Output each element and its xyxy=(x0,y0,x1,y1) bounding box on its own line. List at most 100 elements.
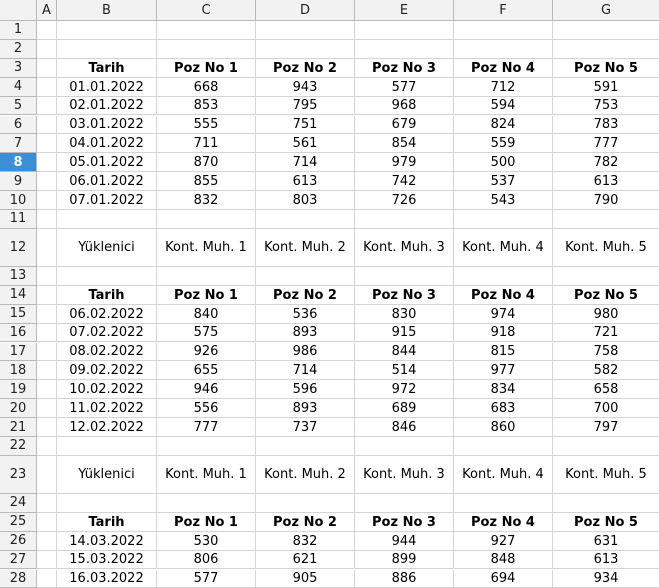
cell-A21[interactable] xyxy=(37,418,57,437)
cell-B13[interactable] xyxy=(57,267,157,286)
cell-D2[interactable] xyxy=(256,40,355,59)
cell-A1[interactable] xyxy=(37,21,57,40)
cell-E21[interactable]: 846 xyxy=(355,418,454,437)
cell-G14[interactable]: Poz No 5 xyxy=(553,286,659,305)
cell-G11[interactable] xyxy=(553,210,659,229)
cell-A13[interactable] xyxy=(37,267,57,286)
cell-D16[interactable]: 893 xyxy=(256,324,355,343)
cell-E18[interactable]: 514 xyxy=(355,361,454,380)
cell-F13[interactable] xyxy=(454,267,553,286)
cell-C3[interactable]: Poz No 1 xyxy=(157,59,256,78)
cell-G22[interactable] xyxy=(553,437,659,456)
cell-C10[interactable]: 832 xyxy=(157,191,256,210)
cell-E22[interactable] xyxy=(355,437,454,456)
cell-D8[interactable]: 714 xyxy=(256,153,355,172)
cell-B14[interactable]: Tarih xyxy=(57,286,157,305)
cell-B7[interactable]: 04.01.2022 xyxy=(57,134,157,153)
cell-C27[interactable]: 806 xyxy=(157,551,256,570)
cell-B4[interactable]: 01.01.2022 xyxy=(57,78,157,97)
cell-B21[interactable]: 12.02.2022 xyxy=(57,418,157,437)
cell-D3[interactable]: Poz No 2 xyxy=(256,59,355,78)
cell-F14[interactable]: Poz No 4 xyxy=(454,286,553,305)
cell-F9[interactable]: 537 xyxy=(454,172,553,191)
cell-E13[interactable] xyxy=(355,267,454,286)
cell-G19[interactable]: 658 xyxy=(553,380,659,399)
cell-E27[interactable]: 899 xyxy=(355,551,454,570)
cell-E17[interactable]: 844 xyxy=(355,343,454,362)
cell-G23[interactable]: Kont. Muh. 5 xyxy=(553,456,659,494)
row-header-22[interactable]: 22 xyxy=(0,437,37,456)
cell-E20[interactable]: 689 xyxy=(355,399,454,418)
cell-E2[interactable] xyxy=(355,40,454,59)
cell-E7[interactable]: 854 xyxy=(355,134,454,153)
cell-A11[interactable] xyxy=(37,210,57,229)
row-header-9[interactable]: 9 xyxy=(0,172,37,191)
cell-E9[interactable]: 742 xyxy=(355,172,454,191)
cell-D6[interactable]: 751 xyxy=(256,116,355,135)
cell-F15[interactable]: 974 xyxy=(454,305,553,324)
cell-C6[interactable]: 555 xyxy=(157,116,256,135)
cell-D14[interactable]: Poz No 2 xyxy=(256,286,355,305)
cell-A23[interactable] xyxy=(37,456,57,494)
row-header-27[interactable]: 27 xyxy=(0,551,37,570)
cell-C5[interactable]: 853 xyxy=(157,97,256,116)
cell-G21[interactable]: 797 xyxy=(553,418,659,437)
cell-E25[interactable]: Poz No 3 xyxy=(355,513,454,532)
cell-G25[interactable]: Poz No 5 xyxy=(553,513,659,532)
cell-B23[interactable]: Yüklenici xyxy=(57,456,157,494)
cell-C2[interactable] xyxy=(157,40,256,59)
cell-E3[interactable]: Poz No 3 xyxy=(355,59,454,78)
cell-A18[interactable] xyxy=(37,361,57,380)
cell-A22[interactable] xyxy=(37,437,57,456)
cell-F23[interactable]: Kont. Muh. 4 xyxy=(454,456,553,494)
cell-G5[interactable]: 753 xyxy=(553,97,659,116)
cell-C15[interactable]: 840 xyxy=(157,305,256,324)
cell-F5[interactable]: 594 xyxy=(454,97,553,116)
row-header-4[interactable]: 4 xyxy=(0,78,37,97)
cell-G12[interactable]: Kont. Muh. 5 xyxy=(553,229,659,267)
cell-A28[interactable] xyxy=(37,570,57,588)
cell-B20[interactable]: 11.02.2022 xyxy=(57,399,157,418)
cell-A8[interactable] xyxy=(37,153,57,172)
cell-F20[interactable]: 683 xyxy=(454,399,553,418)
cell-D21[interactable]: 737 xyxy=(256,418,355,437)
row-header-19[interactable]: 19 xyxy=(0,380,37,399)
cell-F25[interactable]: Poz No 4 xyxy=(454,513,553,532)
row-header-28[interactable]: 28 xyxy=(0,570,37,588)
cell-E23[interactable]: Kont. Muh. 3 xyxy=(355,456,454,494)
cell-G18[interactable]: 582 xyxy=(553,361,659,380)
cell-C24[interactable] xyxy=(157,494,256,513)
column-header-B[interactable]: B xyxy=(57,0,157,21)
cell-B28[interactable]: 16.03.2022 xyxy=(57,570,157,588)
cell-F4[interactable]: 712 xyxy=(454,78,553,97)
cell-F18[interactable]: 977 xyxy=(454,361,553,380)
column-header-D[interactable]: D xyxy=(256,0,355,21)
cell-B16[interactable]: 07.02.2022 xyxy=(57,324,157,343)
cell-D13[interactable] xyxy=(256,267,355,286)
cell-D17[interactable]: 986 xyxy=(256,343,355,362)
cell-D11[interactable] xyxy=(256,210,355,229)
cell-F26[interactable]: 927 xyxy=(454,532,553,551)
cell-A25[interactable] xyxy=(37,513,57,532)
cell-D19[interactable]: 596 xyxy=(256,380,355,399)
cell-A6[interactable] xyxy=(37,116,57,135)
row-header-20[interactable]: 20 xyxy=(0,399,37,418)
cell-B25[interactable]: Tarih xyxy=(57,513,157,532)
cell-F6[interactable]: 824 xyxy=(454,116,553,135)
cell-E26[interactable]: 944 xyxy=(355,532,454,551)
cell-B9[interactable]: 06.01.2022 xyxy=(57,172,157,191)
cell-E19[interactable]: 972 xyxy=(355,380,454,399)
cell-E6[interactable]: 679 xyxy=(355,116,454,135)
cell-A16[interactable] xyxy=(37,324,57,343)
cell-G13[interactable] xyxy=(553,267,659,286)
column-header-E[interactable]: E xyxy=(355,0,454,21)
column-header-C[interactable]: C xyxy=(157,0,256,21)
cell-E8[interactable]: 979 xyxy=(355,153,454,172)
cell-D9[interactable]: 613 xyxy=(256,172,355,191)
column-header-F[interactable]: F xyxy=(454,0,553,21)
cell-G2[interactable] xyxy=(553,40,659,59)
cell-A20[interactable] xyxy=(37,399,57,418)
cell-D28[interactable]: 905 xyxy=(256,570,355,588)
cell-B2[interactable] xyxy=(57,40,157,59)
cell-B19[interactable]: 10.02.2022 xyxy=(57,380,157,399)
